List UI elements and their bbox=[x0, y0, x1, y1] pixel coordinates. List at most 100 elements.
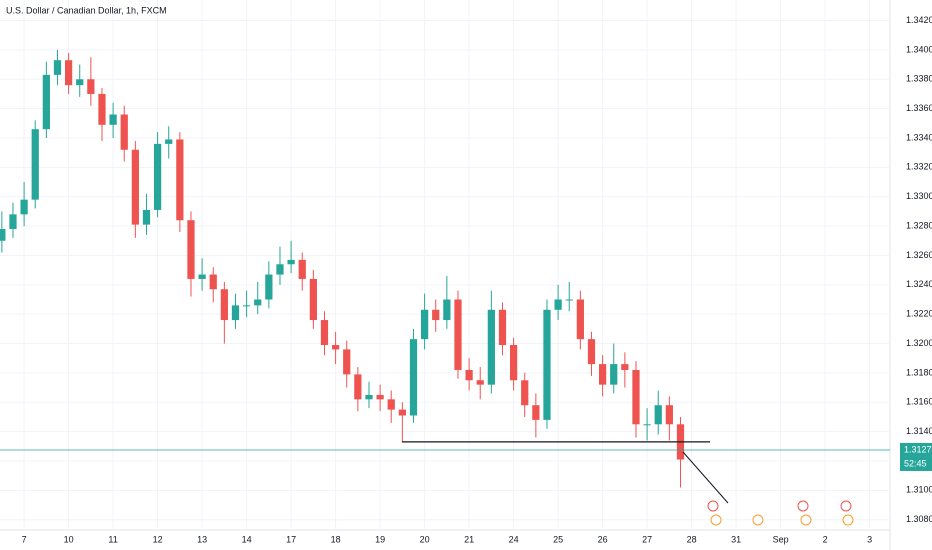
x-tick-label: 17 bbox=[286, 534, 296, 544]
candle-body bbox=[64, 60, 73, 86]
y-tick-label: 1.33600 bbox=[906, 103, 932, 113]
y-tick-label: 1.34200 bbox=[906, 15, 932, 25]
x-tick-label: 12 bbox=[153, 534, 163, 544]
candle-body bbox=[498, 309, 507, 346]
candle-body bbox=[53, 60, 62, 75]
candle-body bbox=[254, 299, 262, 306]
y-tick-label: 1.31400 bbox=[906, 426, 932, 436]
y-tick-label: 1.33800 bbox=[906, 74, 932, 84]
event-icon bbox=[797, 500, 809, 512]
candle-body bbox=[521, 380, 529, 406]
candle-body bbox=[665, 405, 673, 425]
candle-body bbox=[242, 305, 251, 307]
candle-body bbox=[176, 139, 184, 221]
candle-body bbox=[142, 209, 151, 225]
y-tick-label: 1.30800 bbox=[906, 514, 932, 524]
y-tick-label: 1.33400 bbox=[906, 132, 932, 142]
x-tick-label: 31 bbox=[731, 534, 741, 544]
countdown-box bbox=[900, 456, 932, 471]
y-tick-label: 1.31800 bbox=[906, 367, 932, 377]
candle-body bbox=[487, 309, 495, 385]
candle-body bbox=[131, 149, 139, 225]
candle-body bbox=[276, 264, 284, 275]
event-icon bbox=[710, 514, 722, 526]
y-tick-label: 1.31000 bbox=[906, 485, 932, 495]
y-tick-label: 1.33000 bbox=[906, 191, 932, 201]
x-tick-label: 27 bbox=[642, 534, 652, 544]
candle-body bbox=[376, 394, 384, 400]
x-tick-label: 24 bbox=[509, 534, 519, 544]
candle-body bbox=[20, 199, 28, 215]
y-tick-label: 1.33200 bbox=[906, 162, 932, 172]
candle-body bbox=[153, 143, 162, 210]
y-tick-label: 1.32600 bbox=[906, 250, 932, 260]
y-tick-label: 1.32800 bbox=[906, 220, 932, 230]
candle-body bbox=[576, 299, 584, 340]
candle-body bbox=[0, 229, 6, 241]
candle-body bbox=[298, 259, 306, 279]
x-tick-label: 25 bbox=[553, 534, 563, 544]
x-tick-label: 11 bbox=[108, 534, 117, 544]
candle-body bbox=[187, 220, 195, 279]
candle-body bbox=[465, 369, 473, 381]
candle-body bbox=[598, 364, 607, 385]
event-icon bbox=[840, 500, 852, 512]
candle-body bbox=[76, 79, 84, 86]
x-tick-label: 26 bbox=[598, 534, 608, 544]
candle-body bbox=[354, 374, 362, 400]
countdown-label: 52:45 bbox=[904, 458, 927, 468]
x-tick-label: 19 bbox=[375, 534, 385, 544]
candle-body bbox=[220, 289, 228, 321]
candles bbox=[0, 49, 685, 488]
candle-body bbox=[343, 349, 351, 375]
candle-body bbox=[365, 394, 373, 400]
candle-body bbox=[42, 74, 50, 130]
event-icon bbox=[842, 514, 854, 526]
candle-body bbox=[554, 299, 562, 310]
candle-body bbox=[9, 214, 17, 230]
candle-body bbox=[265, 274, 273, 300]
candle-body bbox=[320, 320, 329, 346]
candle-body bbox=[587, 339, 596, 365]
candle-body bbox=[31, 129, 39, 200]
candle-body bbox=[309, 278, 317, 321]
chart-title: U.S. Dollar / Canadian Dollar, 1h, FXCM bbox=[6, 5, 167, 15]
candle-body bbox=[120, 114, 128, 150]
candle-body bbox=[387, 399, 395, 410]
y-tick-label: 1.34000 bbox=[906, 44, 932, 54]
x-tick-label: 20 bbox=[420, 534, 430, 544]
candle-body bbox=[509, 345, 518, 381]
candle-body bbox=[398, 409, 406, 416]
event-icons bbox=[707, 500, 854, 526]
candle-body bbox=[287, 259, 295, 265]
y-tick-label: 1.31600 bbox=[906, 397, 932, 407]
event-icon bbox=[800, 514, 812, 526]
x-tick-label: 13 bbox=[197, 534, 207, 544]
candle-body bbox=[331, 345, 340, 350]
x-tick-label: 28 bbox=[687, 534, 697, 544]
y-tick-label: 1.32400 bbox=[906, 279, 932, 289]
candle-body bbox=[443, 299, 451, 321]
x-tick-label: 14 bbox=[242, 534, 252, 544]
candle-body bbox=[109, 114, 117, 125]
candle-body bbox=[532, 405, 540, 420]
x-tick-label: 10 bbox=[64, 534, 74, 544]
candle-body bbox=[432, 309, 440, 321]
event-icon bbox=[752, 514, 764, 526]
candle-body bbox=[643, 424, 651, 426]
candle-body bbox=[409, 339, 418, 416]
x-tick-label: 3 bbox=[867, 534, 872, 544]
candle-body bbox=[454, 299, 462, 370]
candle-body bbox=[87, 79, 95, 94]
x-tick-label: 18 bbox=[331, 534, 341, 544]
candle-body bbox=[610, 364, 618, 385]
y-tick-label: 1.32200 bbox=[906, 309, 932, 319]
x-tick-label: 21 bbox=[464, 534, 474, 544]
x-tick-label: 2 bbox=[823, 534, 828, 544]
y-tick-label: 1.32000 bbox=[906, 338, 932, 348]
candle-body bbox=[420, 309, 429, 340]
